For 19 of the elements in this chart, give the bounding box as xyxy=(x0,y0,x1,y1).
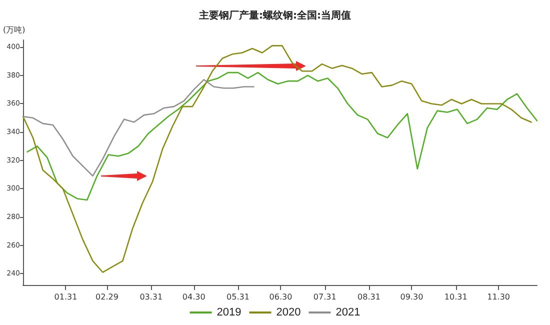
line-series xyxy=(22,45,532,273)
line-series xyxy=(22,79,254,177)
x-tick-label: 01.31 xyxy=(54,292,78,302)
x-tick-label: 07.31 xyxy=(313,292,336,302)
legend-label: 2021 xyxy=(336,306,360,318)
y-axis-title: (万吨) xyxy=(3,26,26,34)
x-tick-label: 09.30 xyxy=(400,292,424,302)
chart-title: 主要钢厂产量:螺纹钢:全国:当周值 xyxy=(198,10,351,22)
x-tick-label: 08.31 xyxy=(358,292,380,302)
x-tick-label: 04.30 xyxy=(182,292,206,302)
line-series xyxy=(26,72,538,201)
x-tick-label: 02.29 xyxy=(96,292,118,302)
x-tick-label: 11.30 xyxy=(487,292,510,302)
legend-label: 2020 xyxy=(276,306,301,318)
x-tick-label: 03.31 xyxy=(140,292,163,302)
x-tick-label: 05.31 xyxy=(226,292,250,302)
legend-label: 2019 xyxy=(216,306,242,318)
x-tick-label: 10.31 xyxy=(444,292,468,302)
x-tick-label: 06.30 xyxy=(269,292,292,302)
